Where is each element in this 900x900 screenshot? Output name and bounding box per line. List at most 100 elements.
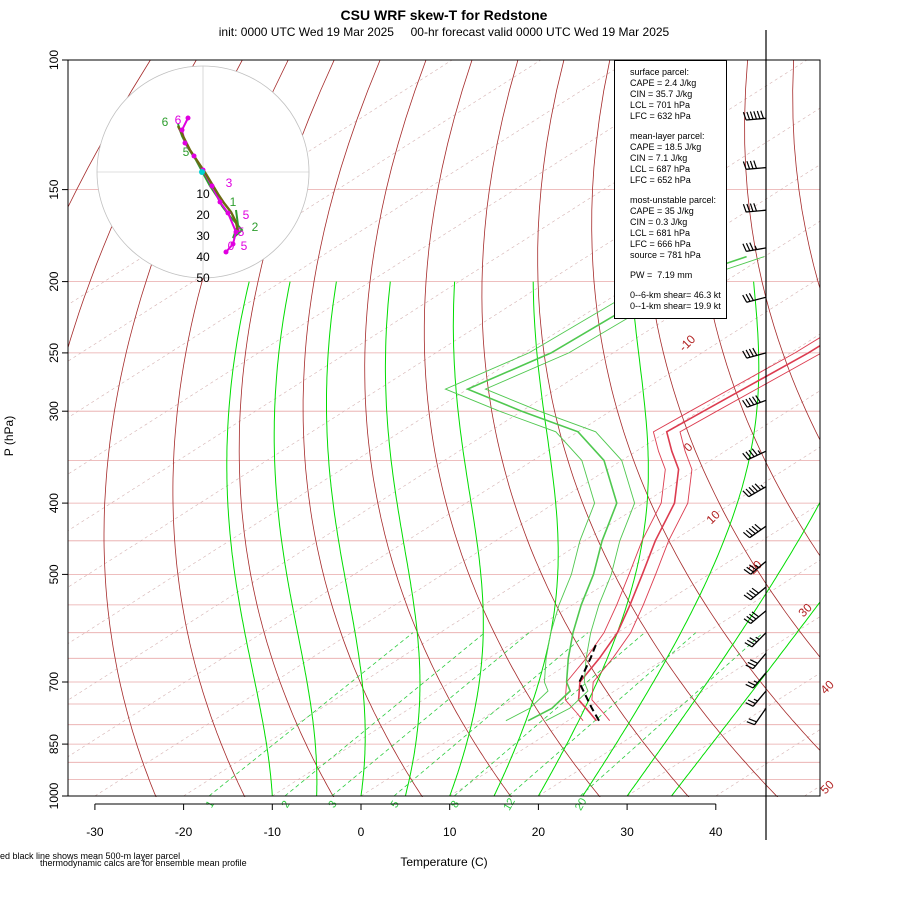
wind-barb-feather (749, 203, 754, 212)
hodograph-point (191, 153, 197, 159)
x-axis-label: Temperature (C) (400, 855, 487, 869)
wind-barb (743, 586, 767, 601)
wind-barb (743, 523, 767, 539)
x-tick-label: 10 (443, 825, 457, 839)
isotherm-label: 10 (703, 507, 723, 527)
hodograph-level-label: 5 (243, 208, 250, 222)
wind-barb-feather (751, 448, 758, 456)
skewed-isotherm (68, 60, 541, 362)
dry-adiabat (302, 60, 423, 797)
hodograph-level-label: 6 (175, 113, 182, 127)
parcel-stats-box: surface parcel: CAPE = 2.4 J/kg CIN = 35… (614, 60, 727, 319)
wind-barb-feather (748, 397, 755, 406)
most-unstable-lfc: LFC = 666 hPa (630, 239, 691, 249)
x-tick-label: 40 (709, 825, 723, 839)
mean-layer-lcl: LCL = 687 hPa (630, 164, 690, 174)
wind-barb-feather (749, 613, 757, 620)
wind-barb-feather (748, 718, 757, 723)
wind-barb-feather (746, 615, 754, 622)
y-tick-label: 250 (47, 343, 61, 363)
surface-cin: CIN = 35.7 J/kg (630, 89, 693, 99)
wind-barb-half-feather (757, 450, 762, 455)
wind-barb-feather (745, 398, 751, 407)
wind-barb (742, 448, 767, 461)
wind-barb-feather (746, 639, 755, 645)
moist-adiabat (449, 281, 484, 797)
hodograph-ring-label: 30 (196, 229, 210, 243)
y-tick-label: 1000 (47, 782, 61, 809)
plot-frame (67, 59, 821, 797)
wind-barb-feather (753, 203, 758, 212)
wind-barb (742, 395, 767, 408)
temperature-profile (577, 344, 820, 722)
wind-barb-feather (749, 637, 758, 643)
dry-adiabat (238, 60, 335, 797)
skewed-isotherm (68, 277, 820, 757)
wind-barb (743, 610, 767, 624)
wind-barb-feather (749, 659, 758, 664)
wind-barb (742, 483, 767, 498)
wind-barb-feather (744, 642, 753, 648)
most-unstable-lcl: LCL = 681 hPa (630, 228, 690, 238)
wind-barb-feather (747, 661, 756, 667)
hodograph-point (225, 210, 231, 216)
wind-barb-feather (751, 587, 760, 594)
moist-adiabat (384, 281, 421, 797)
skewed-isotherm (893, 60, 900, 796)
wind-barb-half-feather (755, 564, 760, 568)
y-tick-label: 150 (47, 179, 61, 199)
moist-adiabat (582, 281, 760, 797)
skewed-isotherm (272, 446, 820, 797)
surface-cape: CAPE = 2.4 J/kg (630, 78, 697, 88)
skewed-isotherm (715, 729, 820, 797)
hodograph-ring-label: 10 (196, 187, 210, 201)
wind-barb (742, 347, 767, 359)
hodograph-ring-label: 40 (196, 250, 210, 264)
wind-barb-feather (745, 451, 752, 459)
dry-adiabat (744, 60, 820, 441)
mixing-ratio-line (580, 632, 764, 797)
chart-title: CSU WRF skew-T for Redstone (341, 7, 548, 23)
wind-barb-feather (742, 490, 750, 498)
shear-stats: 0--6-km shear= 46.3 kt 0--1-km shear= 19… (630, 290, 724, 312)
temperature-profile (591, 353, 820, 721)
moist-adiabat (326, 281, 366, 797)
wind-barb-feather (753, 111, 758, 120)
mixing-ratio-line (393, 632, 589, 797)
wind-barb-feather (742, 161, 747, 170)
skewed-isotherm (68, 164, 820, 644)
wind-barb-feather (742, 294, 748, 303)
wind-barb-feather (746, 566, 754, 573)
wind-barb-half-feather (760, 484, 765, 489)
wind-barb-half-feather (753, 680, 758, 684)
hodograph-point (209, 183, 215, 189)
y-tick-label: 300 (47, 401, 61, 421)
wind-barb-half-feather (755, 636, 760, 640)
mean-layer-cin: CIN = 7.1 J/kg (630, 153, 688, 163)
wind-barb-feather (745, 529, 753, 537)
skewed-isotherm (183, 390, 820, 797)
wind-barb-feather (746, 111, 751, 120)
hodograph-point (230, 241, 236, 247)
dry-adiabat (481, 60, 690, 797)
mean-layer-heading: mean-layer parcel: (630, 131, 705, 141)
wind-barb-feather (756, 110, 761, 119)
hodograph-point (233, 229, 239, 235)
dry-adiabat (172, 60, 289, 797)
wind-barb-feather (755, 395, 761, 403)
dewpoint-profile (444, 256, 725, 722)
shear-0-6km: 0--6-km shear= 46.3 kt (630, 290, 721, 300)
isotherm-label: 30 (795, 600, 815, 620)
moist-adiabat (626, 501, 820, 797)
wind-barb (745, 652, 767, 670)
wind-barb-feather (751, 611, 760, 618)
wind-barb-feather (749, 111, 754, 120)
surface-parcel-stats: surface parcel: CAPE = 2.4 J/kg CIN = 35… (630, 67, 724, 122)
wind-barb-feather (743, 618, 752, 624)
wind-barb-half-feather (754, 245, 758, 250)
wind-barb-feather (748, 486, 756, 494)
hodograph-level-label: 0 (228, 239, 235, 253)
y-axis-label: P (hPa) (2, 416, 16, 456)
x-tick-label: 30 (620, 825, 634, 839)
